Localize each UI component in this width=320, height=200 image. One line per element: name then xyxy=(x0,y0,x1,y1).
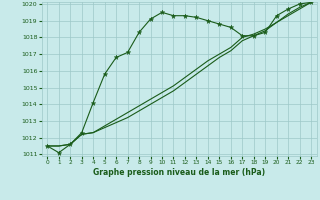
X-axis label: Graphe pression niveau de la mer (hPa): Graphe pression niveau de la mer (hPa) xyxy=(93,168,265,177)
